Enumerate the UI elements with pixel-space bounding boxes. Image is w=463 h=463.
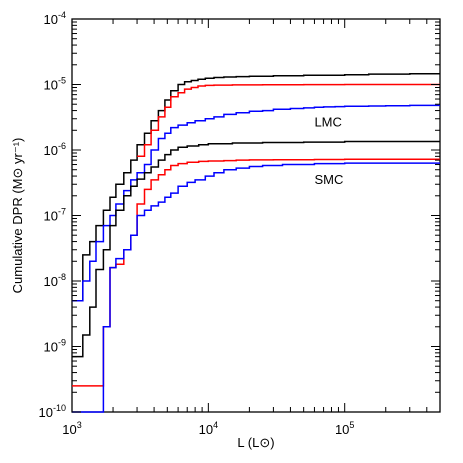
series-smc-4 (72, 158, 440, 387)
y-tick-label: 10-6 (44, 141, 66, 158)
x-axis-label: L (L⊙) (237, 435, 274, 450)
series-smc-5 (72, 162, 440, 413)
y-axis-label: Cumulative DPR (M⊙ yr⁻¹) (10, 138, 25, 294)
x-tick-label: 103 (62, 420, 81, 437)
plot-frame (71, 18, 441, 413)
y-tick-label: 10-8 (44, 272, 66, 289)
annotation-lmc: LMC (314, 114, 341, 129)
y-tick-label: 10-4 (44, 10, 66, 27)
series-layer (72, 72, 440, 413)
annotation-layer: LMC SMC (314, 114, 343, 187)
axes-layer: 103 104 105 10-4 10-5 10-6 10-7 10-8 10-9 10-10 (39, 10, 441, 437)
y-tick-label: 10-5 (44, 76, 66, 93)
y-tick-label: 10-10 (39, 403, 66, 420)
y-tick-label: 10-9 (44, 338, 66, 355)
annotation-smc: SMC (314, 172, 343, 187)
series-lmc-2 (72, 104, 440, 302)
series-smc-3 (72, 140, 440, 358)
plot-area (71, 18, 441, 413)
series-lmc-0 (72, 72, 440, 302)
series-lmc-1 (137, 83, 440, 158)
x-tick-label: 105 (335, 420, 354, 437)
y-tick-label: 10-7 (44, 207, 66, 224)
x-tick-label: 104 (199, 420, 218, 437)
